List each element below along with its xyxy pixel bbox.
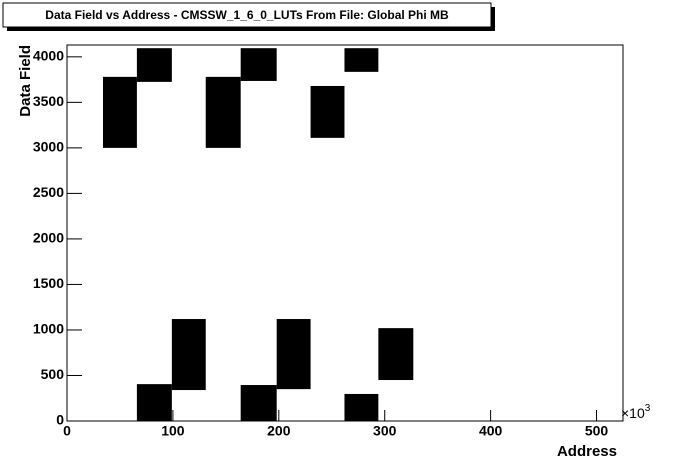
data-block — [344, 393, 379, 421]
data-block — [136, 48, 172, 82]
y-tick-label: 4000 — [33, 48, 64, 64]
y-tick-label: 3000 — [33, 139, 64, 155]
data-block — [171, 319, 206, 391]
data-block — [136, 384, 172, 421]
y-tick-label: 500 — [41, 366, 65, 382]
data-block — [240, 48, 277, 81]
y-axis-label: Data Field — [17, 45, 34, 117]
data-block — [310, 85, 345, 138]
y-tick-label: 3500 — [33, 93, 64, 109]
x-tick-label: 500 — [585, 423, 609, 439]
y-tick-label: 0 — [56, 412, 64, 428]
x-multiplier: ×103 — [621, 403, 651, 421]
x-tick-label: 200 — [267, 423, 291, 439]
x-tick-label: 100 — [161, 423, 185, 439]
title-box — [2, 2, 492, 28]
x-tick-label: 400 — [479, 423, 503, 439]
x-tick-label: 0 — [63, 423, 71, 439]
data-block — [276, 319, 311, 390]
data-block — [378, 328, 414, 381]
y-tick-label: 2500 — [33, 184, 64, 200]
data-block — [103, 76, 137, 148]
y-tick-label: 1000 — [33, 321, 64, 337]
data-block — [240, 385, 277, 421]
x-multiplier-exponent: 3 — [645, 403, 651, 414]
y-tick-label: 2000 — [33, 230, 64, 246]
chart-title: Data Field vs Address - CMSSW_1_6_0_LUTs… — [45, 8, 449, 22]
data-block — [344, 48, 379, 72]
data-block — [205, 76, 241, 148]
y-tick-label: 1500 — [33, 275, 64, 291]
x-multiplier-base: ×10 — [621, 405, 645, 421]
x-axis-label: Address — [557, 443, 617, 460]
x-tick-label: 300 — [373, 423, 397, 439]
